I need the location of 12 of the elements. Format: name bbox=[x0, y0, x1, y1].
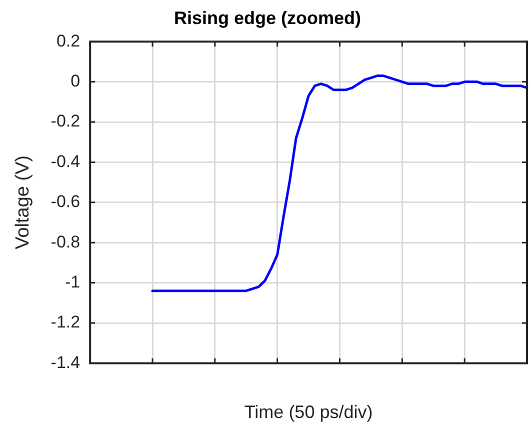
y-axis-title: Voltage (V) bbox=[12, 155, 34, 250]
y-tick-label: -1.2 bbox=[50, 312, 80, 332]
y-tick-label: -0.4 bbox=[50, 152, 80, 171]
y-tick-label: 0.2 bbox=[56, 31, 80, 50]
y-tick-label: -1 bbox=[64, 272, 80, 292]
y-tick-label: 0 bbox=[70, 71, 80, 90]
chart-title: Rising edge (zoomed) bbox=[174, 8, 362, 28]
y-tick-label: -0.6 bbox=[50, 192, 80, 212]
x-axis-title: Time (50 ps/div) bbox=[244, 402, 373, 422]
y-tick-label: -0.2 bbox=[50, 112, 80, 131]
y-tick-label: -0.8 bbox=[50, 232, 80, 252]
y-tick-label: -1.4 bbox=[50, 352, 80, 372]
